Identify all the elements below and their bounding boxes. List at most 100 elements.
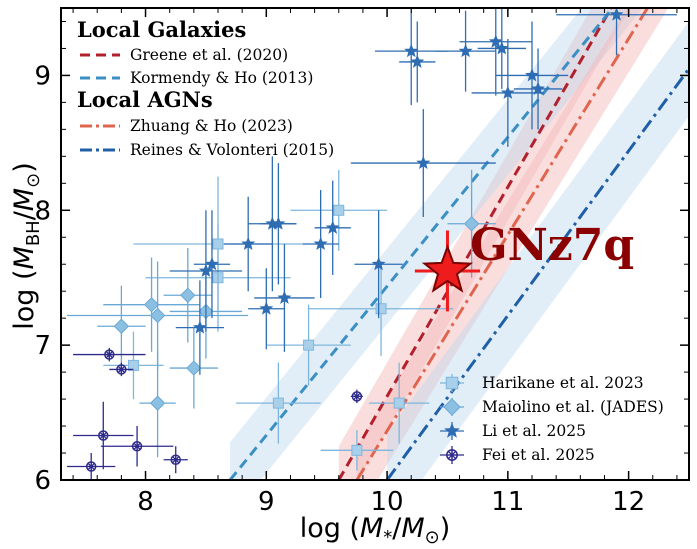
- point-2-10-marker: [371, 256, 386, 271]
- legend-label-kormendy: Kormendy & Ho (2013): [130, 69, 313, 87]
- point-2-7-marker: [277, 290, 292, 304]
- point-2-0-marker: [192, 320, 207, 334]
- point-1-5: [169, 327, 218, 409]
- point-3-5-marker-cross: [171, 455, 181, 465]
- legend-upper: Local Galaxies Greene et al. (2020) Korm…: [77, 17, 334, 159]
- point-2-11: [350, 109, 496, 218]
- point-0-3: [236, 362, 321, 444]
- x-tick-label-0: 8: [137, 487, 154, 517]
- point-2-11-marker: [416, 155, 431, 169]
- point-1-4-marker: [180, 287, 196, 303]
- point-2-19: [513, 48, 563, 130]
- point-3-2-marker: [104, 349, 115, 360]
- relation-band-1: [230, 8, 644, 480]
- point-1-3: [139, 349, 176, 458]
- point-1-4: [163, 248, 212, 343]
- gnz7q-star: [421, 244, 474, 293]
- point-2-17-marker: [500, 85, 515, 99]
- point-2-8-marker: [313, 236, 328, 251]
- point-3-4: [100, 426, 174, 467]
- legend-marker-3-symbol: [446, 449, 458, 461]
- point-2-13-marker: [410, 54, 425, 68]
- point-2-6-marker: [271, 216, 286, 230]
- point-3-0-marker-cross: [86, 462, 96, 472]
- legend-marker-3-symbol-cross: [446, 449, 458, 461]
- legend-label-fei: Fei et al. 2025: [482, 446, 595, 464]
- x-tick-label-2: 10: [371, 487, 404, 517]
- point-2-17: [471, 39, 545, 147]
- y-tick-label-0: 6: [34, 466, 51, 496]
- point-3-5-marker: [170, 454, 181, 466]
- point-3-3-marker-cross: [116, 364, 126, 374]
- point-1-7: [447, 169, 496, 278]
- point-0-4: [266, 304, 351, 386]
- x-tick-label-1: 9: [258, 487, 275, 517]
- point-0-7-marker: [351, 444, 363, 456]
- x-axis-label: log (M*/M⊙): [300, 513, 451, 548]
- point-2-12: [375, 8, 448, 106]
- point-3-1-marker: [98, 430, 109, 441]
- data-points: [67, 8, 677, 480]
- legend-marker-1: [440, 398, 464, 416]
- legend-label-zhuang: Zhuang & Ho (2023): [130, 117, 293, 135]
- point-2-18: [495, 21, 569, 130]
- point-0-0-marker: [127, 359, 139, 371]
- legend-marker-0-symbol: [445, 376, 459, 390]
- point-3-1-marker-cross: [98, 430, 108, 440]
- point-2-7: [254, 244, 315, 352]
- point-0-4-marker: [303, 339, 315, 351]
- relation-band-0: [338, 8, 631, 480]
- legend-label-li: Li et al. 2025: [482, 422, 586, 440]
- y-tick-label-3: 9: [34, 61, 51, 91]
- point-2-3-marker: [241, 236, 256, 251]
- point-2-9-marker: [325, 220, 340, 234]
- relation-line-2: [355, 8, 650, 480]
- legend-title-local-galaxies: Local Galaxies: [77, 17, 246, 42]
- point-1-1-marker: [143, 296, 160, 313]
- point-0-7: [320, 430, 394, 471]
- legend-label-greene: Greene et al. (2020): [130, 46, 288, 64]
- relation-lines: [228, 8, 689, 480]
- legend-label-harikane: Harikane et al. 2023: [482, 374, 644, 392]
- x-tick-label-4: 12: [612, 487, 645, 517]
- point-2-20: [556, 8, 677, 56]
- point-2-1-marker: [198, 263, 213, 277]
- relation-band-3: [387, 21, 689, 480]
- x-tick-label-3: 11: [491, 487, 524, 517]
- point-3-4-marker: [131, 441, 143, 452]
- point-1-0-marker: [113, 318, 130, 334]
- point-2-13: [399, 21, 436, 103]
- point-3-0: [67, 453, 116, 480]
- point-2-19-marker: [530, 81, 545, 95]
- point-1-0: [97, 285, 146, 367]
- legend-label-maiolino: Maiolino et al. (JADES): [482, 398, 664, 416]
- gnz7q-marker: [414, 230, 481, 312]
- legend-marker-2-symbol: [444, 422, 460, 438]
- point-0-3-marker: [272, 397, 284, 409]
- point-3-6-marker-cross: [352, 391, 362, 401]
- point-2-12-marker: [404, 43, 419, 58]
- point-3-4-marker-cross: [132, 441, 142, 451]
- point-2-15-marker: [488, 34, 503, 48]
- y-axis-label: log (MBH/M⊙): [9, 162, 44, 330]
- point-2-3: [224, 196, 273, 292]
- point-0-2-marker: [212, 238, 224, 250]
- y-tick-label-1: 7: [34, 331, 51, 361]
- point-3-2: [73, 347, 146, 362]
- point-2-14-marker: [458, 43, 473, 58]
- point-2-16: [477, 8, 526, 89]
- point-3-1: [73, 401, 134, 470]
- point-0-8-marker: [393, 397, 405, 409]
- point-2-9: [314, 180, 351, 276]
- point-0-0: [103, 331, 164, 400]
- legend-lower: Harikane et al. 2023 Maiolino et al. (JA…: [440, 374, 664, 464]
- point-2-1: [169, 210, 243, 332]
- point-0-5-marker: [333, 204, 345, 216]
- point-2-2-marker: [205, 256, 220, 271]
- point-2-18-marker: [525, 68, 539, 82]
- point-2-4: [248, 268, 285, 350]
- relation-band-2: [356, 8, 669, 480]
- point-1-5-marker: [186, 360, 202, 376]
- point-1-2-marker: [149, 307, 166, 324]
- point-2-15: [459, 8, 532, 96]
